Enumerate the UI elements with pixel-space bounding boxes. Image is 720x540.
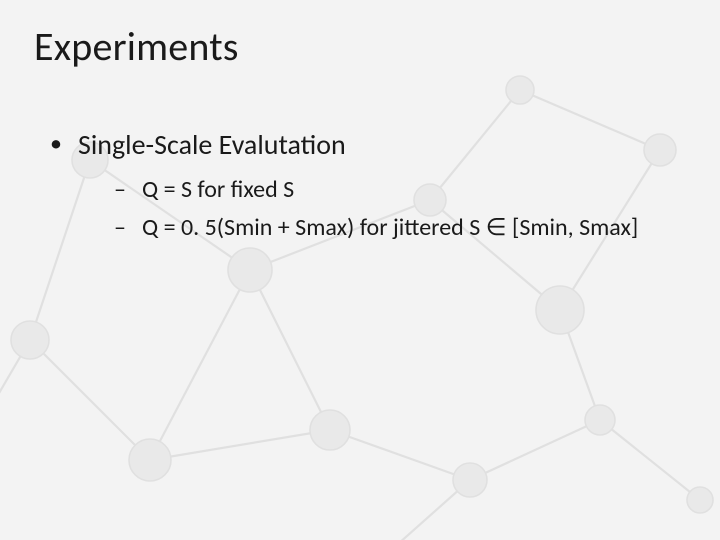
sub-bullet-text: Q = 0. 5(Smin + Smax) for jittered S ∈ [… [142,213,638,242]
slide-content: Experiments Single-Scale Evalutation Q =… [0,0,720,289]
bullet-list-level2: Q = S for fixed S Q = 0. 5(Smin + Smax) … [78,174,690,245]
sub-bullet-item: Q = S for fixed S [114,174,690,206]
bullet-text: Single-Scale Evalutation [78,127,346,162]
bullet-list-level1: Single-Scale Evalutation Q = S for fixed… [34,127,690,245]
bullet-item: Single-Scale Evalutation Q = S for fixed… [50,127,690,245]
sub-bullet-item: Q = 0. 5(Smin + Smax) for jittered S ∈ [… [114,212,690,244]
slide-title: Experiments [34,22,690,71]
sub-bullet-text: Q = S for fixed S [142,175,294,204]
